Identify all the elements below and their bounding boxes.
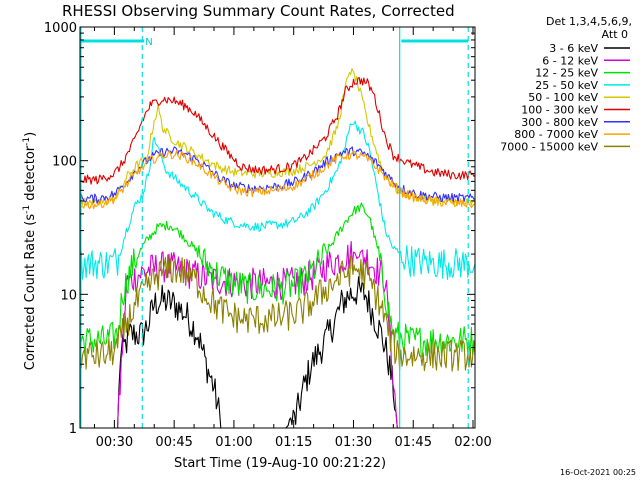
axes-group: 1 10 100 1000 00:30 00:45 01:00 01:15 01:30 01:45… <box>44 21 492 450</box>
series-line-8 <box>79 254 476 372</box>
legend-label-2: 12 - 25 keV <box>535 67 598 80</box>
y-axis-label-sup1: -1 <box>22 205 32 214</box>
y-axis-label-sup2: -1 <box>22 137 32 146</box>
series-group <box>79 68 476 429</box>
x-tick-label-4: 01:30 <box>335 435 372 450</box>
series-line-7 <box>79 149 476 210</box>
series-line-5 <box>79 77 476 185</box>
series-line-6 <box>79 146 476 204</box>
series-line-3 <box>79 120 476 281</box>
svg-text:Corrected Count Rate (s-1 dete: Corrected Count Rate (s-1 detector-1) <box>22 132 38 370</box>
x-tick-label-2: 01:00 <box>215 435 252 450</box>
legend-label-5: 100 - 300 keV <box>521 104 598 117</box>
x-tick-label-3: 01:15 <box>275 435 312 450</box>
legend-label-1: 6 - 12 keV <box>542 54 598 67</box>
x-tick-label-1: 00:45 <box>155 435 192 450</box>
x-tick-label-0: 00:30 <box>96 435 133 450</box>
legend-label-3: 25 - 50 keV <box>535 79 598 92</box>
y-tick-label-1: 10 <box>60 288 77 303</box>
legend-label-6: 300 - 800 keV <box>521 116 598 129</box>
legend-header-1: Att 0 <box>602 28 628 41</box>
y-tick-label-3: 1000 <box>44 21 77 36</box>
legend-header-0: Det 1,3,4,5,6,9, <box>546 15 632 28</box>
legend-label-7: 800 - 7000 keV <box>514 128 598 141</box>
y-axis-label: Corrected Count Rate (s-1 detector-1) <box>22 132 38 370</box>
legend-label-0: 3 - 6 keV <box>549 42 598 55</box>
footer-timestamp: 16-Oct-2021 00:25 <box>560 468 636 477</box>
y-axis-label-end: ) <box>23 132 38 137</box>
x-tick-label-6: 02:00 <box>454 435 491 450</box>
y-tick-label-2: 100 <box>52 155 77 170</box>
series-line-0 <box>80 276 475 429</box>
y-axis-label-mid: detector <box>23 145 38 205</box>
plot-frame <box>79 26 476 429</box>
x-axis-label: Start Time (19-Aug-10 00:21:22) <box>174 456 386 471</box>
flag-label: N <box>145 37 152 48</box>
series-line-2 <box>79 202 476 358</box>
x-tick-label-5: 01:45 <box>395 435 432 450</box>
chart-title: RHESSI Observing Summary Count Rates, Co… <box>62 2 455 20</box>
legend-label-4: 50 - 100 keV <box>528 91 598 104</box>
annotation-group: N <box>80 27 469 428</box>
y-tick-label-0: 1 <box>69 422 77 437</box>
series-line-4 <box>79 68 476 208</box>
legend-label-8: 7000 - 15000 keV <box>500 140 598 153</box>
y-axis-label-main: Corrected Count Rate (s <box>23 214 38 371</box>
